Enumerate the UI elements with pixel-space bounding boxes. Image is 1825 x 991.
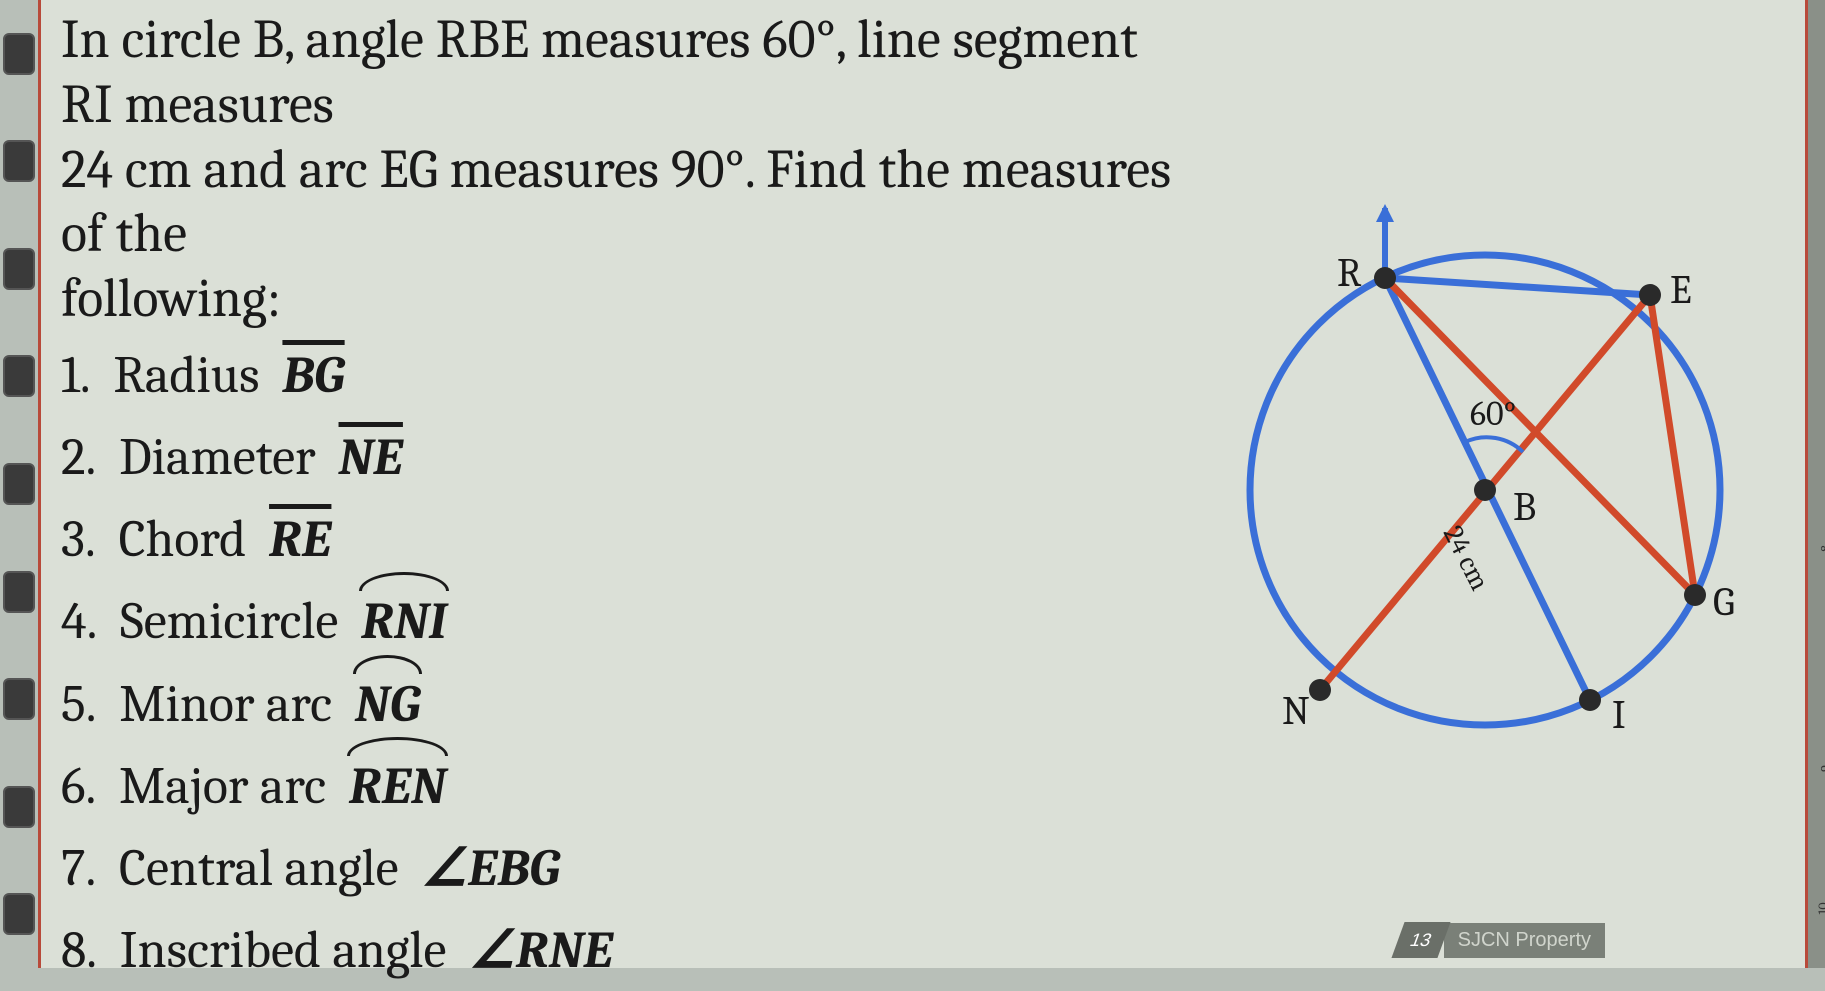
worksheet-page: In circle B, angle RBE measures 60°, lin… <box>38 0 1808 968</box>
svg-text:E: E <box>1670 267 1692 313</box>
circle-diagram: R E G I N B 60° 24 cm <box>1205 200 1765 820</box>
svg-text:N: N <box>1282 688 1310 734</box>
problem-line-2: 24 cm and arc EG measures 90°. Find the … <box>61 138 1181 268</box>
property-label: SJCN Property <box>1444 923 1605 958</box>
svg-text:G: G <box>1713 579 1735 625</box>
edge-num-10: 10 <box>1814 902 1825 914</box>
spiral-binding <box>0 0 38 968</box>
svg-text:I: I <box>1612 692 1626 738</box>
diagram-svg: R E G I N B 60° 24 cm <box>1205 200 1765 820</box>
page-badge: 13 SJCN Property <box>1398 922 1605 958</box>
svg-text:24 cm: 24 cm <box>1437 521 1496 596</box>
page-number-badge: 13 <box>1391 922 1450 958</box>
problem-line-3: following: <box>61 267 1181 332</box>
question-item: 7. Central angle ∠EBG <box>61 827 1785 909</box>
svg-text:60°: 60° <box>1470 394 1516 434</box>
problem-statement: In circle B, angle RBE measures 60°, lin… <box>61 8 1181 332</box>
edge-num-9: 9 <box>1817 765 1825 772</box>
edge-num-8: 8 <box>1817 545 1825 552</box>
svg-text:B: B <box>1513 484 1536 530</box>
page-edge: 8 9 10 <box>1808 0 1825 968</box>
problem-line-1: In circle B, angle RBE measures 60°, lin… <box>61 8 1181 138</box>
svg-text:R: R <box>1337 250 1362 296</box>
